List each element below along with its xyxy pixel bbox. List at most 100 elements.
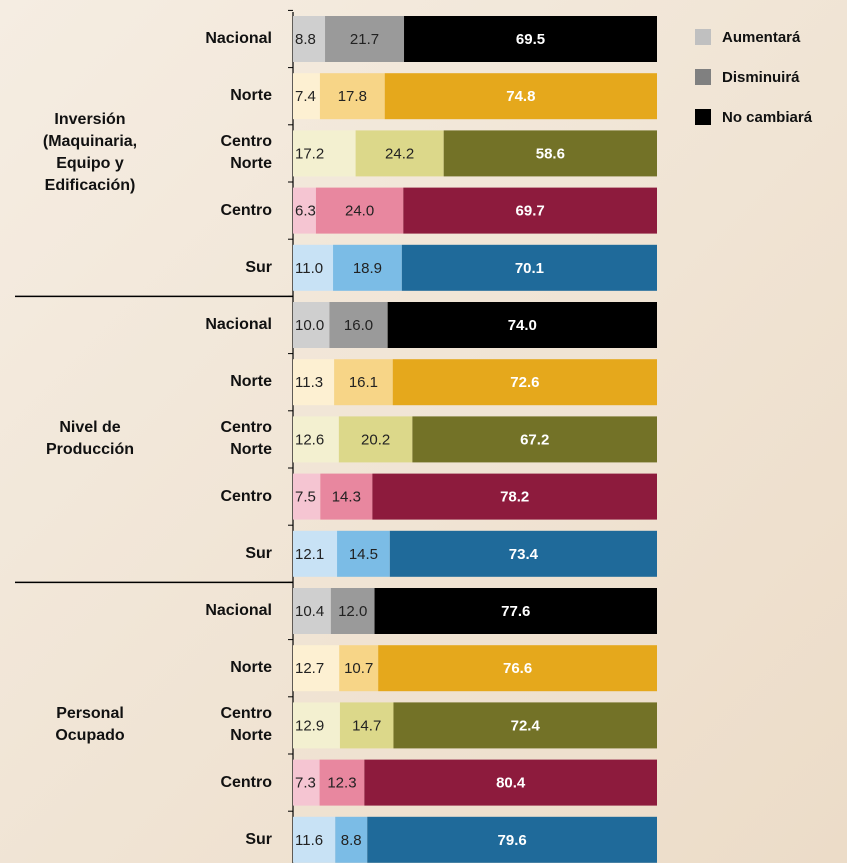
value-label: 7.5 [295,489,316,506]
bar-segment [334,359,393,406]
category-label: Centro Norte [220,419,272,459]
value-label: 11.3 [295,374,323,391]
legend-label: Disminuirá [722,69,800,86]
value-label: 10.0 [295,317,324,334]
value-label: 17.8 [338,88,367,105]
bar-segment [293,73,320,120]
value-label: 12.0 [338,603,367,620]
value-label: 16.0 [344,317,373,334]
category-label: Norte [230,659,272,677]
bar-segment [338,416,413,463]
value-label: 10.7 [344,660,373,677]
bar-segment [387,302,657,348]
group-label: Personal Ocupado [55,705,125,745]
bar-segment [293,645,340,692]
value-label: 7.3 [295,775,316,792]
value-label: 69.7 [516,203,545,220]
value-label: 12.1 [295,546,324,563]
bar-segment [293,702,340,749]
bar-segment [372,473,657,520]
value-label: 74.8 [506,88,535,105]
bar-segment [330,588,375,634]
bar-segment [293,244,334,291]
category-label: Norte [230,373,272,391]
category-label: Nacional [205,316,272,333]
value-label: 7.4 [295,88,316,105]
value-label: 58.6 [536,145,565,162]
bar-segment [319,759,365,806]
category-label: Sur [245,258,272,276]
bar-segment [325,16,405,62]
bar-segment [389,530,657,577]
value-label: 73.4 [509,546,539,563]
legend-swatch [695,29,711,45]
value-label: 24.0 [345,203,374,220]
value-label: 14.5 [349,546,378,563]
value-label: 20.2 [361,431,390,448]
legend-label: No cambiará [722,109,813,126]
category-label: Centro Norte [220,133,272,173]
value-label: 16.1 [349,374,378,391]
value-label: 14.7 [352,717,381,734]
value-label: 70.1 [515,260,544,277]
value-label: 12.6 [295,431,324,448]
value-label: 8.8 [341,832,362,849]
value-label: 24.2 [385,145,414,162]
bar-segment [293,416,339,463]
value-label: 12.9 [295,717,324,734]
bar-segment [293,816,336,863]
value-label: 11.6 [295,832,323,849]
bar-segment [293,588,331,634]
bar-segment [403,187,657,234]
bar-segment [364,759,657,806]
bar-segment [367,816,657,863]
category-label: Centro Norte [220,705,272,745]
value-label: 72.4 [511,717,541,734]
bar-segment [401,244,657,291]
value-label: 76.6 [503,660,532,677]
value-label: 11.0 [295,260,323,277]
group-label: Inversión (Maquinaria, Equipo y Edificac… [42,111,138,195]
bar-segment [339,645,379,692]
value-label: 12.7 [295,660,324,677]
bar-segment [393,702,657,749]
bar-segment [339,702,394,749]
value-label: 79.6 [498,832,527,849]
value-label: 12.3 [327,775,356,792]
value-label: 72.6 [510,374,539,391]
bar-segment [384,73,657,120]
category-label: Centro [220,773,272,791]
bar-segment [335,816,368,863]
category-label: Nacional [205,602,272,619]
bar-segment [392,359,657,406]
bar-segment [293,130,356,177]
value-label: 77.6 [501,603,530,620]
bar-segment [320,473,373,520]
bar-segment [293,16,326,62]
legend-swatch [695,69,711,85]
value-label: 10.4 [295,603,324,620]
value-label: 21.7 [350,31,379,48]
value-label: 17.2 [295,145,324,162]
bar-segment [293,473,321,520]
category-label: Centro [220,487,272,505]
category-label: Nacional [205,30,272,47]
bar-segment [443,130,657,177]
value-label: 6.3 [295,203,316,220]
value-label: 67.2 [520,431,549,448]
category-label: Sur [245,544,272,562]
category-label: Norte [230,87,272,105]
value-label: 80.4 [496,775,526,792]
value-label: 69.5 [516,31,545,48]
bar-segment [412,416,657,463]
bar-segment [329,302,388,348]
bar-segment [374,588,657,634]
bar-segment [337,530,390,577]
bar-segment [293,302,330,348]
bar-segment [293,359,335,406]
group-label: Nivel de Producción [45,419,134,459]
bar-segment [319,73,385,120]
category-label: Sur [245,830,272,848]
value-label: 78.2 [500,489,529,506]
